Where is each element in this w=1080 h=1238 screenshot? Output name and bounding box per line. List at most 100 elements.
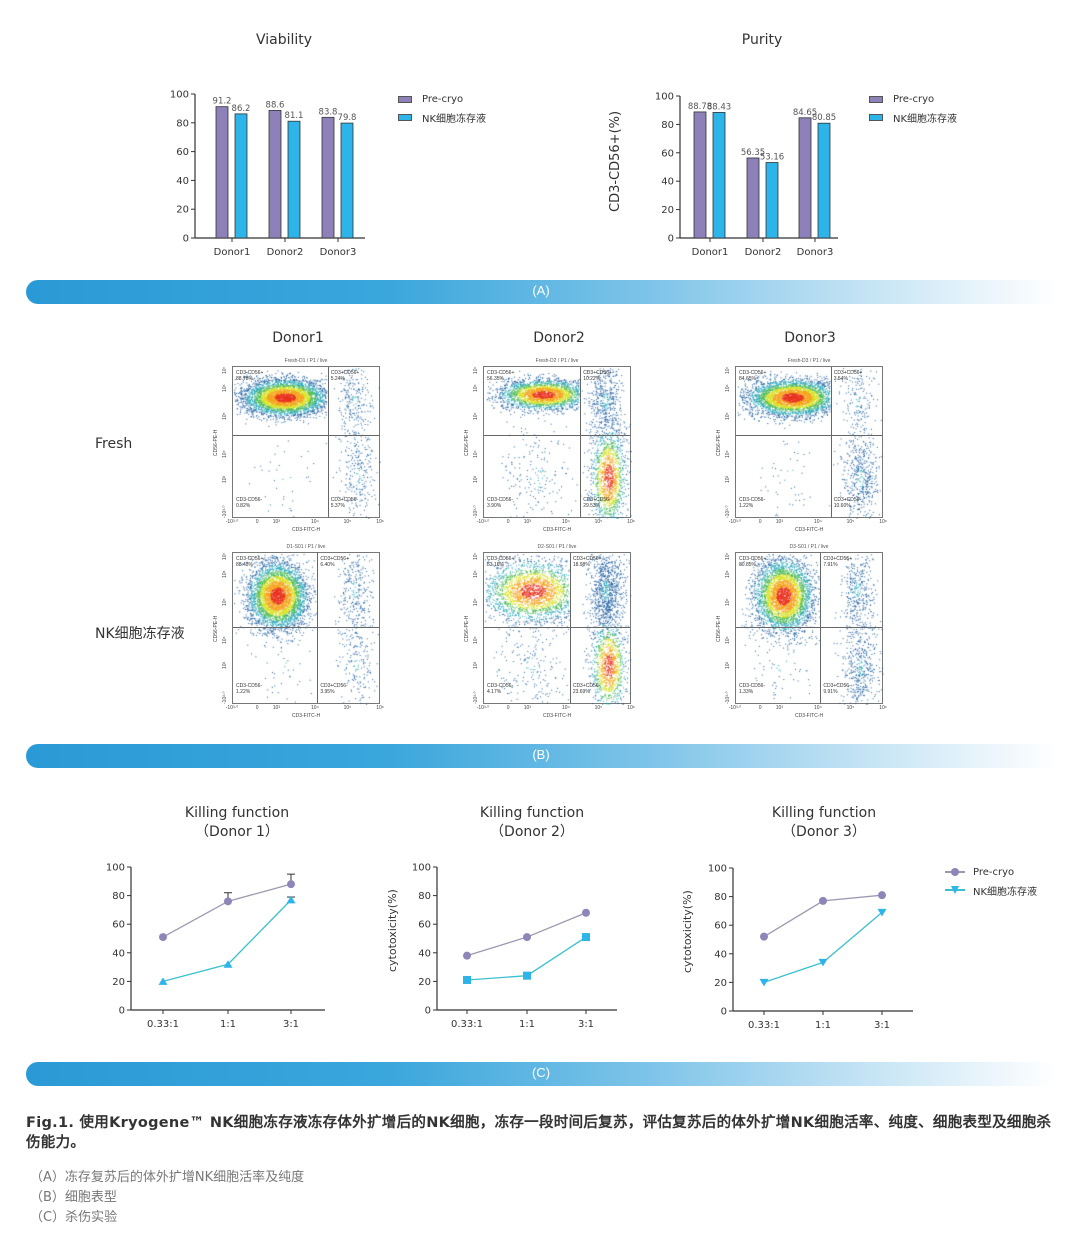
- y-tick-label: 60: [418, 920, 431, 931]
- flow-plot: CD3-CD56+ 53.16% CD3+CD56+ 18.98% CD3-CD56- 4…: [483, 552, 632, 705]
- x-tick-label: 0: [506, 705, 510, 711]
- quadrant-percentage: 18.98%: [572, 562, 590, 568]
- killing-chart-title-donor1: Killing function （Donor 1）: [185, 804, 289, 842]
- quadrant-percentage: 7.91%: [823, 562, 838, 568]
- bar-value-label: 86.2: [232, 104, 251, 114]
- quadrant-name: CD3+CD56-: [330, 497, 359, 503]
- legend-item-pre: Pre-cryo: [945, 863, 1037, 881]
- legend-label: Pre-cryo: [893, 93, 935, 105]
- banner-label: (A): [532, 283, 550, 298]
- purity-chart-title: Purity: [741, 32, 783, 48]
- flow-plot: CD3-CD56+ 88.78% CD3+CD56+ 5.24% CD3-CD56- 0.…: [232, 366, 381, 519]
- quadrant-percentage: 5.24%: [330, 376, 345, 382]
- y-tick-label: 40: [714, 949, 727, 960]
- quadrant-gate-vertical[interactable]: [327, 367, 329, 517]
- quadrant-label-q3: CD3-CD56- 4.17%: [487, 683, 513, 695]
- x-axis-label: CD3-FITC-H: [543, 713, 572, 719]
- y-tick-label: 0: [721, 1007, 727, 1018]
- x-tick-label: 10³: [272, 705, 281, 711]
- banner-label: (B): [532, 747, 550, 762]
- x-tick-label: -10³·⁰: [476, 519, 490, 525]
- quadrant-label-q2: CD3+CD56+ 7.91%: [823, 556, 852, 568]
- x-tick-label: 0: [758, 705, 762, 711]
- x-tick-label: 0.33:1: [748, 1020, 780, 1031]
- bar-value-label: 84.65: [793, 108, 817, 118]
- data-point-nk-cryo: [523, 971, 531, 980]
- quadrant-gate-vertical[interactable]: [580, 367, 582, 517]
- y-tick-label: 40: [661, 177, 674, 188]
- quadrant-label-q4: CD3+CD56- 3.95%: [320, 683, 347, 695]
- quadrant-name: CD3-CD56-: [236, 683, 263, 689]
- quadrant-gate-horizontal[interactable]: [233, 435, 379, 437]
- legend-marker-circle: [945, 867, 965, 877]
- data-point-pre-cryo: [523, 933, 531, 942]
- killing-line-chart-donor1: 0 20 40 60 80 100 0.33:1 1:1 3:1: [106, 863, 325, 1030]
- flow-row-label: NK细胞冻存液: [95, 626, 185, 642]
- x-tick-label: 10³: [775, 519, 784, 525]
- quadrant-gate-horizontal[interactable]: [736, 627, 882, 629]
- data-point-pre-cryo: [159, 933, 167, 942]
- killing-line-chart-donor2: 0 20 40 60 80 100 0.33:1 1:1 3:1: [412, 863, 617, 1030]
- quadrant-gate-horizontal[interactable]: [484, 435, 630, 437]
- y-tick-label: 0: [425, 1006, 431, 1017]
- y-tick-label: 0: [119, 1006, 125, 1017]
- y-tick-label: 0: [668, 234, 674, 245]
- y-tick-label: 20: [418, 977, 431, 988]
- flow-plot: CD3-CD56+ 56.35% CD3+CD56+ 10.22% CD3-CD56- 3…: [483, 366, 632, 519]
- quadrant-gate-horizontal[interactable]: [233, 627, 379, 629]
- bar-pre-cryo: [746, 157, 760, 239]
- x-tick-label: 0.33:1: [147, 1019, 179, 1030]
- flow-plot-title: D1-S01 / P1 / live: [286, 544, 326, 550]
- series-line-nk-cryo: [763, 911, 883, 984]
- y-tick-label: 20: [176, 205, 189, 216]
- bar-pre-cryo: [268, 110, 282, 239]
- quadrant-name: CD3+CD56+: [320, 556, 349, 562]
- quadrant-label-q4: CD3+CD56- 9.91%: [823, 683, 850, 695]
- quadrant-name: CD3+CD56-: [583, 497, 611, 503]
- quadrant-gate-horizontal[interactable]: [736, 435, 882, 437]
- quadrant-gate-horizontal[interactable]: [484, 627, 630, 629]
- y-tick-label: 100: [106, 863, 125, 874]
- bar-value-label: 81.1: [285, 111, 304, 121]
- y-tick-label: 80: [418, 891, 431, 902]
- x-tick-label: Donor3: [797, 247, 834, 258]
- quadrant-label-q1: CD3-CD56+ 88.43%: [236, 556, 263, 568]
- quadrant-percentage: 80.85%: [739, 562, 756, 568]
- series-line-nk-cryo: [162, 899, 292, 983]
- quadrant-label-q2: CD3+CD56+ 10.22%: [583, 370, 612, 382]
- y-tick-label: 40: [418, 948, 431, 959]
- data-point-nk-cryo: [759, 978, 769, 987]
- x-tick-label: 10³: [775, 705, 784, 711]
- bar-value-label: 88.78: [688, 102, 712, 112]
- quadrant-name: CD3-CD56+: [236, 370, 264, 376]
- quadrant-name: CD3+CD56-: [320, 683, 348, 689]
- y-tick-label: 80: [661, 120, 674, 131]
- y-tick-label: 20: [112, 977, 125, 988]
- flow-column-title: Donor1: [272, 330, 324, 346]
- quadrant-gate-vertical[interactable]: [830, 367, 832, 517]
- y-tick-label: 80: [112, 891, 125, 902]
- data-point-nk-cryo: [158, 977, 168, 985]
- caption-item: （C）杀伤实验: [30, 1210, 118, 1225]
- bar-value-label: 83.8: [319, 107, 338, 117]
- quadrant-name: CD3-CD56+: [487, 556, 515, 562]
- quadrant-percentage: 0.82%: [236, 503, 251, 509]
- data-point-pre-cryo: [760, 932, 768, 941]
- x-tick-label: 3:1: [578, 1019, 594, 1030]
- quadrant-label-q1: CD3-CD56+ 88.78%: [236, 370, 263, 382]
- bar-pre-cryo: [215, 106, 229, 239]
- x-tick-label: 0: [255, 705, 259, 711]
- x-tick-label: 0.33:1: [451, 1019, 483, 1030]
- purity-legend: Pre-cryo NK细胞冻存液: [869, 90, 957, 126]
- killing-line-chart-donor3: 0 20 40 60 80 100 0.33:1 1:1 3:1: [708, 864, 913, 1031]
- legend-item-post: NK细胞冻存液: [945, 881, 1037, 899]
- quadrant-percentage: 88.43%: [236, 562, 253, 568]
- data-point-pre-cryo: [878, 891, 886, 900]
- quadrant-label-q3: CD3-CD56- 0.82%: [236, 497, 262, 509]
- x-tick-label: 10⁶: [879, 519, 887, 525]
- viability-bar-chart: 0 20 40 60 80 100 Donor1 Donor2 Donor3 91.2 88.6 83…: [170, 90, 365, 258]
- x-tick-label: 10³: [523, 519, 532, 525]
- quadrant-name: CD3-CD56+: [236, 556, 264, 562]
- killing-legend: Pre-cryo NK细胞冻存液: [945, 863, 1037, 899]
